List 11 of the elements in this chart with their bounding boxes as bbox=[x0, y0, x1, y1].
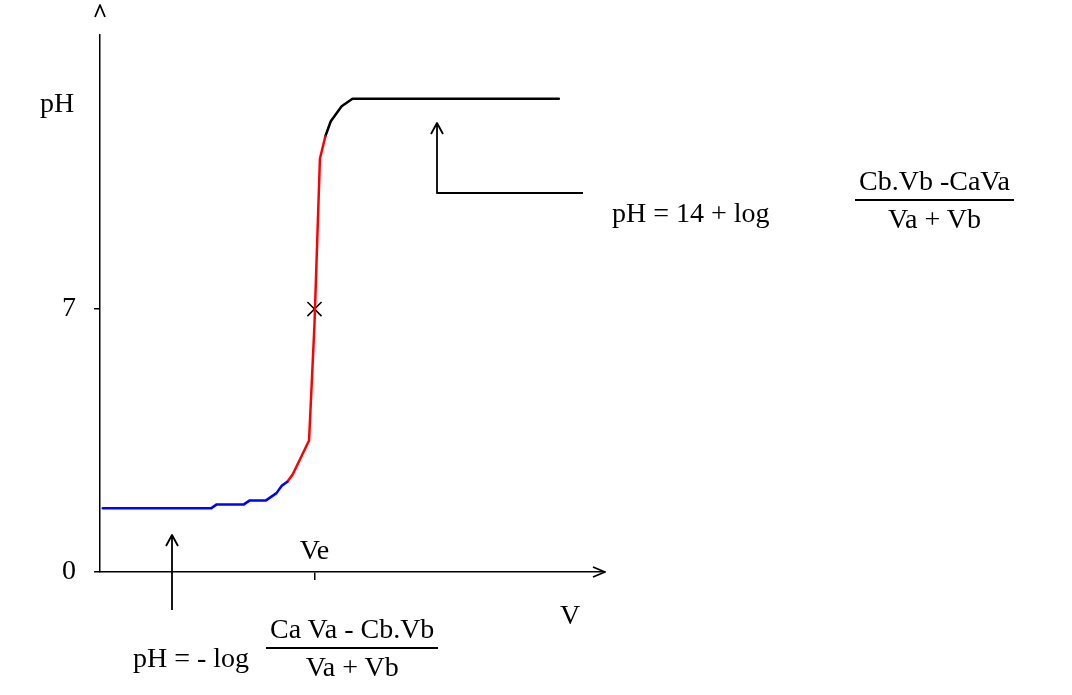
text: Va + Vb bbox=[886, 202, 982, 236]
x-axis-title: V bbox=[560, 599, 581, 631]
y-tick-label: 7 bbox=[62, 291, 76, 323]
y-tick-label: 0 bbox=[62, 554, 76, 586]
text: Cb.Vb -CaVa bbox=[855, 165, 1014, 202]
text: pH = - log bbox=[133, 642, 250, 674]
text: pH = 14 + log bbox=[612, 197, 770, 229]
x-tick-label: Ve bbox=[299, 534, 330, 566]
y-axis-title: pH bbox=[40, 87, 75, 119]
text: Va + Vb bbox=[304, 650, 400, 684]
text: Ca Va - Cb.Vb bbox=[266, 613, 439, 650]
